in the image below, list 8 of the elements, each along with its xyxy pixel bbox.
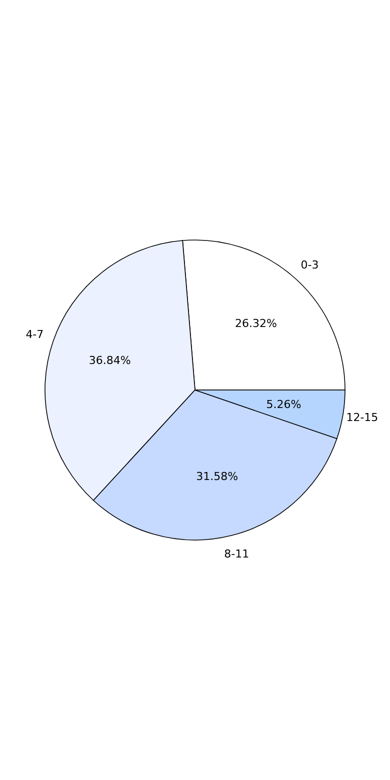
data-label: 36.84% — [88, 354, 131, 367]
slice-label: 0-3 — [300, 258, 319, 272]
slice-label: 12-15 — [346, 410, 378, 424]
data-label: 5.26% — [266, 398, 302, 411]
data-label: 26.32% — [234, 316, 277, 330]
data-label: 31.58% — [196, 470, 238, 484]
slice-label: 8-11 — [224, 547, 250, 560]
slice-label: 4-7 — [26, 328, 44, 341]
